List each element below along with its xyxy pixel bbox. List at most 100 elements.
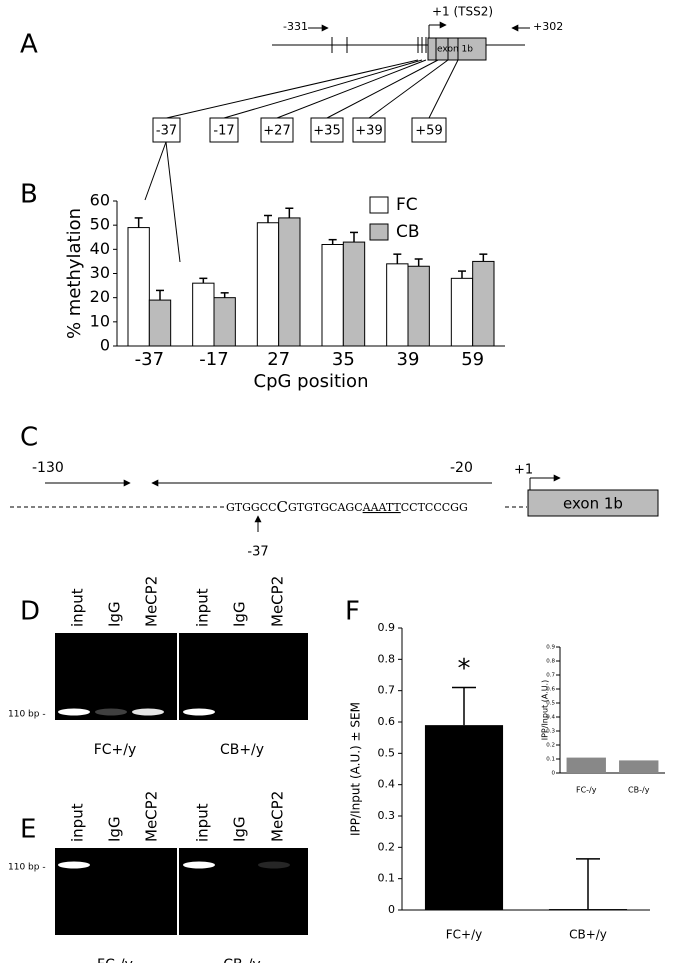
bar [472, 260, 495, 347]
cpg-box [209, 117, 239, 143]
legend-label: CB [396, 222, 420, 242]
y-tick-label: 0.6 [378, 715, 396, 728]
size-marker: 110 bp - [8, 710, 46, 720]
gel [179, 633, 308, 720]
panel-label: D [20, 597, 40, 627]
tss-label: +1 [514, 463, 533, 478]
x-tick-label: CB+/y [569, 928, 607, 942]
bar [386, 263, 409, 347]
line [166, 59, 419, 119]
y-tick-label: 0.9 [378, 621, 396, 634]
x-tick-label: -37 [135, 349, 164, 370]
x-tick-label: 35 [332, 349, 355, 370]
bar [566, 757, 606, 773]
line [223, 59, 423, 119]
lane-label: IgG [106, 601, 124, 627]
line [276, 59, 427, 119]
y-tick-label: 0.8 [378, 652, 396, 665]
y-axis-label: % methylation [64, 208, 85, 339]
line [368, 59, 449, 119]
line [144, 141, 167, 201]
x-tick-label: 27 [267, 349, 290, 370]
gel-band [58, 708, 90, 716]
y-tick-label: 0.2 [378, 840, 396, 853]
bar [127, 227, 150, 347]
sample-label: CB+/y [220, 742, 264, 758]
panel-label: A [20, 30, 38, 60]
lane-label: MeCP2 [143, 576, 161, 627]
gel-band [183, 708, 215, 716]
y-tick-label: 20 [90, 287, 110, 306]
bar [548, 909, 628, 911]
x-tick-label: -17 [199, 349, 228, 370]
bar [192, 282, 215, 347]
sequence-part: AAATT [362, 501, 402, 514]
bar [424, 725, 504, 910]
panel-label: C [20, 423, 38, 453]
bar [342, 241, 366, 347]
y-tick-label: 0.6 [546, 687, 555, 693]
gel [55, 848, 177, 935]
y-tick-label: 30 [90, 263, 110, 282]
gel [179, 848, 308, 935]
y-tick-label: 40 [90, 239, 110, 258]
sequence-part: C [277, 498, 288, 516]
y-tick-label: 0.4 [546, 715, 555, 721]
y-tick-label: 0.3 [378, 809, 396, 822]
y-tick-label: 0.5 [378, 746, 396, 759]
bar [619, 760, 659, 773]
lane-label: MeCP2 [269, 791, 287, 842]
start-label: -331 [283, 20, 308, 33]
cpg-label: +39 [355, 124, 382, 139]
cpg-label: +27 [263, 124, 290, 139]
lane-label: IgG [106, 816, 124, 842]
gel-band [183, 861, 215, 869]
line [165, 141, 181, 263]
cpg-label: +35 [313, 124, 340, 139]
bar [256, 222, 280, 347]
panel-label: B [20, 180, 38, 210]
y-axis-label: IPP/Input (A.U.) [541, 680, 550, 740]
lane-label: input [194, 588, 212, 627]
y-tick-label: 0.7 [378, 684, 396, 697]
gel [55, 633, 177, 720]
cpg-label: +59 [415, 124, 442, 139]
sequence: GTGGCCCGTGTGCAGCAAATTCCTCCCGG [226, 498, 468, 516]
tss-label: +1 (TSS2) [432, 5, 493, 19]
y-tick-label: 0 [552, 771, 556, 777]
y-tick-label: 0 [100, 336, 110, 355]
lane-label: input [69, 588, 87, 627]
line [326, 59, 439, 119]
cpg-box [310, 117, 344, 143]
y-tick-label: 0.2 [546, 743, 555, 749]
y-tick-label: 50 [90, 215, 110, 234]
bar [321, 244, 344, 347]
panel-label: F [345, 597, 360, 627]
gel-band [58, 861, 90, 869]
cpg-box [352, 117, 386, 143]
y-tick-label: 0.3 [546, 729, 555, 735]
lane-label: IgG [231, 601, 249, 627]
site-label: -37 [247, 545, 268, 560]
y-tick-label: 0.4 [378, 778, 396, 791]
gel-band [132, 708, 164, 716]
legend-swatch [369, 223, 389, 241]
primer-label: -130 [32, 460, 64, 476]
bar [213, 297, 236, 347]
y-tick-label: 0.1 [378, 872, 396, 885]
gel-band [95, 708, 127, 716]
y-axis-label: IPP/Input (A.U.) ± SEM [349, 702, 363, 836]
sequence-part: CCTCCCGG [401, 501, 468, 514]
sample-label: FC-/y [97, 957, 133, 963]
y-tick-label: 0.7 [546, 673, 555, 679]
panel-label: E [20, 815, 36, 845]
exon-label: exon 1b [563, 495, 623, 513]
sample-label: FC+/y [94, 742, 137, 758]
sequence-part: GTGTGCAGC [288, 501, 363, 514]
exon-label: exon 1b [437, 45, 473, 55]
cpg-label: -17 [213, 124, 234, 139]
sample-label: CB-/y [223, 957, 260, 963]
x-tick-label: 39 [397, 349, 420, 370]
y-tick-label: 0.9 [546, 645, 555, 651]
